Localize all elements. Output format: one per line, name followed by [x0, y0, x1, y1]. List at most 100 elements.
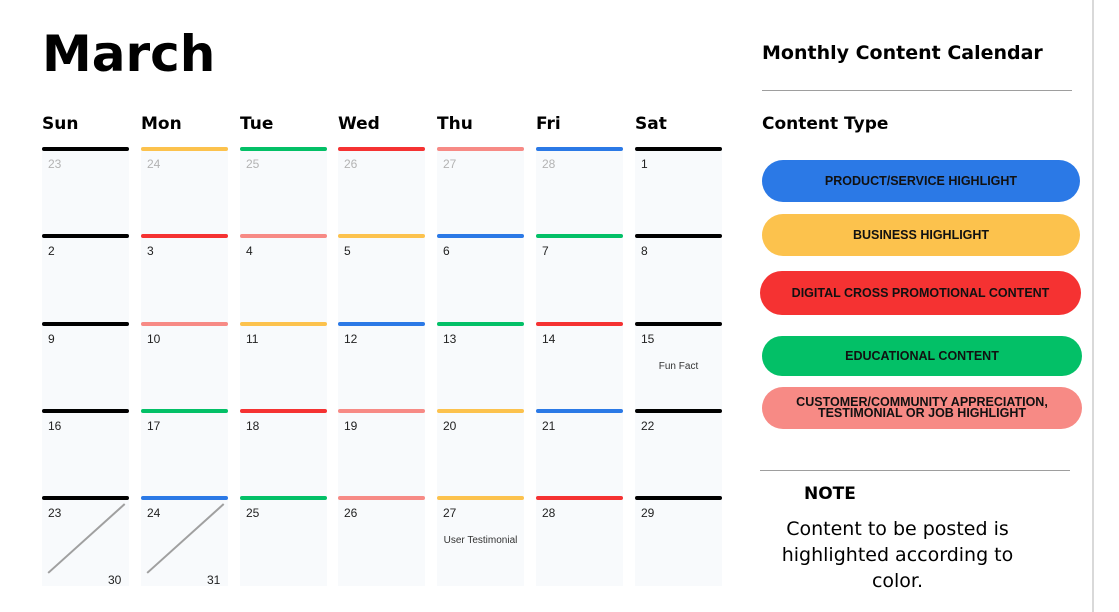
day-cell[interactable]: 6	[437, 234, 524, 324]
day-number: 8	[641, 244, 648, 258]
legend-pill-pink: CUSTOMER/COMMUNITY APPRECIATION, TESTIMO…	[762, 387, 1082, 429]
day-number: 4	[246, 244, 253, 258]
day-cell[interactable]: 28	[536, 147, 623, 237]
day-number: 22	[641, 419, 655, 433]
content-color-bar	[536, 322, 623, 326]
content-color-bar	[338, 322, 425, 326]
day-number: 24	[147, 157, 161, 171]
day-cell[interactable]: 22	[635, 409, 722, 499]
weekday-tue: Tue	[240, 114, 274, 134]
day-number: 28	[542, 157, 556, 171]
content-color-bar	[240, 147, 327, 151]
content-color-bar	[338, 234, 425, 238]
day-cell[interactable]: 8	[635, 234, 722, 324]
day-cell[interactable]: 18	[240, 409, 327, 499]
day-cell[interactable]: 5	[338, 234, 425, 324]
day-number: 19	[344, 419, 358, 433]
day-number: 2	[48, 244, 55, 258]
content-color-bar	[42, 147, 129, 151]
day-number: 24	[147, 506, 161, 520]
day-number: 12	[344, 332, 358, 346]
content-color-bar	[42, 409, 129, 413]
day-number: 25	[246, 157, 260, 171]
day-number: 5	[344, 244, 351, 258]
content-color-bar	[536, 147, 623, 151]
content-color-bar	[536, 496, 623, 500]
day-number: 20	[443, 419, 457, 433]
day-cell[interactable]: 25	[240, 147, 327, 237]
day-note: Fun Fact	[658, 361, 699, 372]
day-cell[interactable]: 17	[141, 409, 228, 499]
day-number: 10	[147, 332, 161, 346]
day-cell[interactable]: 23 30	[42, 496, 129, 587]
note-text: Content to be posted is highlighted acco…	[781, 518, 1014, 592]
legend-pill-yellow: BUSINESS HIGHLIGHT	[762, 214, 1080, 256]
weekday-wed: Wed	[338, 114, 380, 134]
content-color-bar	[141, 409, 228, 413]
day-number-secondary: 31	[207, 573, 221, 587]
day-cell[interactable]: 13	[437, 322, 524, 412]
day-cell[interactable]: 9	[42, 322, 129, 412]
content-color-bar	[437, 147, 524, 151]
day-cell[interactable]: 24	[141, 147, 228, 237]
day-cell[interactable]: 20	[437, 409, 524, 499]
day-cell[interactable]: 16	[42, 409, 129, 499]
day-cell[interactable]: 26	[338, 496, 425, 586]
content-color-bar	[536, 234, 623, 238]
day-number: 25	[246, 506, 260, 520]
note-heading: NOTE	[804, 484, 856, 504]
content-color-bar	[240, 234, 327, 238]
month-title: March	[42, 25, 216, 83]
day-cell[interactable]: 21	[536, 409, 623, 499]
day-number: 23	[48, 506, 62, 520]
content-color-bar	[635, 234, 722, 238]
content-color-bar	[42, 234, 129, 238]
day-cell[interactable]: 2	[42, 234, 129, 324]
content-color-bar	[635, 496, 722, 500]
day-cell[interactable]: 4	[240, 234, 327, 324]
day-number: 11	[246, 332, 259, 346]
day-cell[interactable]: 24 31	[141, 496, 228, 587]
day-cell[interactable]: 3	[141, 234, 228, 324]
day-number: 28	[542, 506, 556, 520]
content-color-bar	[240, 496, 327, 500]
day-cell[interactable]: 26	[338, 147, 425, 237]
day-number: 17	[147, 419, 161, 433]
content-color-bar	[635, 322, 722, 326]
day-number-secondary: 30	[108, 573, 122, 587]
day-cell[interactable]: 29	[635, 496, 722, 586]
day-number: 21	[542, 419, 556, 433]
day-cell[interactable]: 11	[240, 322, 327, 412]
day-number: 29	[641, 506, 655, 520]
content-color-bar	[338, 147, 425, 151]
content-color-bar	[635, 409, 722, 413]
legend-pill-blue: PRODUCT/SERVICE HIGHLIGHT	[762, 160, 1080, 202]
day-cell[interactable]: 10	[141, 322, 228, 412]
weekday-mon: Mon	[141, 114, 182, 134]
weekday-fri: Fri	[536, 114, 561, 134]
day-cell[interactable]: 7	[536, 234, 623, 324]
day-number: 1	[641, 157, 648, 171]
day-number: 27	[443, 157, 457, 171]
day-number: 7	[542, 244, 549, 258]
content-type-heading: Content Type	[762, 114, 889, 134]
content-color-bar	[240, 322, 327, 326]
day-cell[interactable]: 27	[437, 147, 524, 237]
content-color-bar	[338, 496, 425, 500]
content-color-bar	[141, 496, 228, 500]
day-note: User Testimonial	[443, 535, 518, 546]
day-cell[interactable]: 19	[338, 409, 425, 499]
day-number: 3	[147, 244, 154, 258]
day-cell[interactable]: 27 User Testimonial	[437, 496, 524, 586]
weekday-thu: Thu	[437, 114, 473, 134]
content-color-bar	[338, 409, 425, 413]
day-cell[interactable]: 23	[42, 147, 129, 237]
day-cell[interactable]: 15 Fun Fact	[635, 322, 722, 412]
day-cell[interactable]: 12	[338, 322, 425, 412]
day-cell[interactable]: 25	[240, 496, 327, 586]
weekday-sat: Sat	[635, 114, 667, 134]
day-number: 18	[246, 419, 260, 433]
day-cell[interactable]: 14	[536, 322, 623, 412]
day-cell[interactable]: 28	[536, 496, 623, 586]
day-cell[interactable]: 1	[635, 147, 722, 237]
